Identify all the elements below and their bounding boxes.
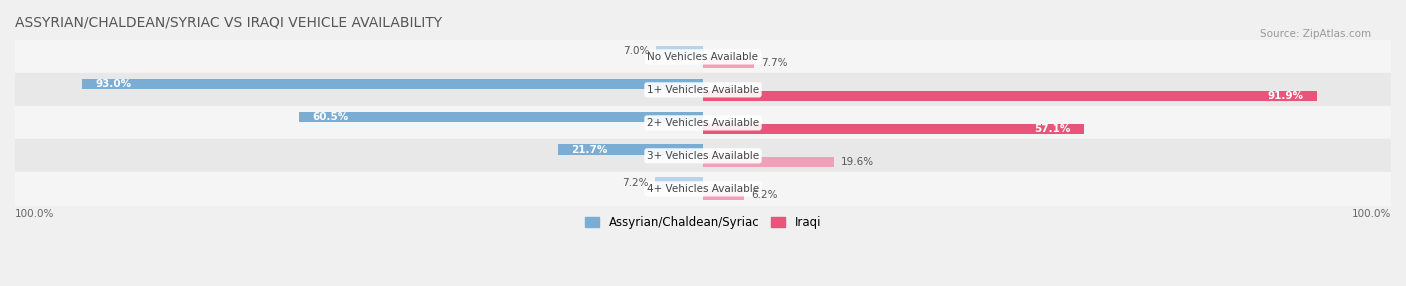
- Bar: [299, 112, 703, 122]
- Bar: [703, 124, 1084, 134]
- Text: 4+ Vehicles Available: 4+ Vehicles Available: [647, 184, 759, 194]
- Bar: [1, 106, 1405, 139]
- Text: 100.0%: 100.0%: [15, 209, 55, 219]
- Text: 6.2%: 6.2%: [751, 190, 778, 200]
- Text: Source: ZipAtlas.com: Source: ZipAtlas.com: [1260, 29, 1371, 39]
- Text: 3+ Vehicles Available: 3+ Vehicles Available: [647, 151, 759, 161]
- Bar: [703, 58, 755, 68]
- Text: 7.0%: 7.0%: [623, 46, 650, 56]
- Text: 1+ Vehicles Available: 1+ Vehicles Available: [647, 85, 759, 95]
- Text: 57.1%: 57.1%: [1035, 124, 1071, 134]
- Bar: [1, 139, 1405, 172]
- Text: 2+ Vehicles Available: 2+ Vehicles Available: [647, 118, 759, 128]
- Legend: Assyrian/Chaldean/Syriac, Iraqi: Assyrian/Chaldean/Syriac, Iraqi: [581, 211, 825, 234]
- Text: 100.0%: 100.0%: [1351, 209, 1391, 219]
- Text: ASSYRIAN/CHALDEAN/SYRIAC VS IRAQI VEHICLE AVAILABILITY: ASSYRIAN/CHALDEAN/SYRIAC VS IRAQI VEHICL…: [15, 15, 441, 29]
- Bar: [655, 178, 703, 188]
- Text: 7.7%: 7.7%: [761, 58, 787, 68]
- Text: 60.5%: 60.5%: [312, 112, 349, 122]
- Bar: [1, 172, 1405, 205]
- Bar: [703, 190, 744, 200]
- Bar: [1, 40, 1405, 74]
- Text: 7.2%: 7.2%: [621, 178, 648, 188]
- Text: 21.7%: 21.7%: [571, 145, 607, 155]
- Bar: [703, 91, 1317, 101]
- Bar: [558, 144, 703, 155]
- Text: 19.6%: 19.6%: [841, 157, 873, 167]
- Bar: [657, 45, 703, 56]
- Text: 91.9%: 91.9%: [1267, 91, 1303, 101]
- Bar: [703, 157, 834, 167]
- Bar: [82, 79, 703, 89]
- Text: No Vehicles Available: No Vehicles Available: [648, 52, 758, 62]
- Bar: [1, 74, 1405, 106]
- Text: 93.0%: 93.0%: [96, 79, 131, 89]
